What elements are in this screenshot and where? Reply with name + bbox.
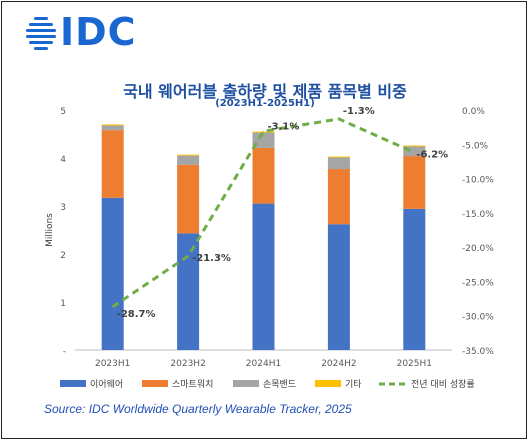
bar-segment (177, 233, 200, 350)
source-note: Source: IDC Worldwide Quarterly Wearable… (44, 402, 352, 416)
y2-tick-label: -10.0% (462, 176, 494, 186)
growth-point (187, 255, 189, 257)
growth-data-label: -28.7% (117, 309, 156, 320)
y-tick-label: 5 (60, 107, 66, 117)
legend-swatch (142, 380, 168, 387)
y-axis-title: Millions (45, 213, 55, 247)
bar-segment (252, 131, 275, 133)
y-tick-label: 3 (60, 203, 66, 213)
x-tick-label: 2024H2 (321, 359, 356, 369)
bar-segment (177, 154, 200, 156)
x-tick-label: 2024H1 (246, 359, 281, 369)
bar-segment (403, 145, 426, 147)
growth-point (413, 152, 415, 154)
legend-label: 기타 (345, 379, 362, 390)
y2-tick-label: -5.0% (462, 141, 489, 151)
bar-segment (327, 169, 350, 225)
growth-point (263, 130, 264, 132)
bar-segment (101, 130, 124, 198)
growth-point (338, 118, 340, 120)
bar-segment (327, 156, 350, 158)
bar-segment (327, 224, 350, 350)
chart-subtitle: (2023H1-2025H1) (215, 98, 315, 109)
globe-icon (26, 17, 56, 50)
bar-segment (327, 157, 350, 170)
legend-label: 이어웨어 (90, 378, 123, 390)
growth-data-label: -21.3% (192, 253, 231, 264)
bar-segment (403, 208, 426, 350)
growth-data-label: -3.1% (268, 121, 300, 132)
growth-line (111, 117, 415, 309)
legend-label: 스마트워치 (172, 378, 213, 390)
legend-swatch (60, 380, 86, 387)
bar-segment (252, 132, 275, 148)
chart-title: 국내 웨어러블 출하량 및 제품 품목별 비중 (123, 82, 407, 101)
bar-segment (403, 156, 426, 209)
y2-tick-label: -15.0% (462, 210, 494, 220)
y2-tick-label: -30.0% (462, 313, 494, 323)
y2-tick-label: -35.0% (462, 347, 494, 357)
idc-logo (26, 17, 56, 50)
x-tick-label: 2023H2 (170, 359, 205, 369)
y-tick-label: - (63, 347, 66, 357)
bar-segment (101, 124, 124, 126)
bar-segment (403, 146, 426, 157)
growth-data-label: -6.2% (416, 150, 448, 161)
bar-segment (252, 147, 275, 204)
bar-segment (101, 125, 124, 131)
legend-swatch (233, 380, 259, 387)
growth-data-label: -1.3% (343, 106, 375, 117)
y2-tick-label: 0.0% (462, 107, 485, 117)
legend-swatch (315, 380, 341, 387)
y2-tick-label: -25.0% (462, 278, 494, 288)
legend-label: 전년 대비 성장률 (411, 379, 475, 390)
x-tick-label: 2025H1 (397, 359, 432, 369)
legend-label: 손목밴드 (263, 379, 296, 390)
y-tick-label: 1 (60, 299, 66, 309)
bar-segment (101, 197, 124, 350)
growth-point (112, 306, 114, 308)
bar-segment (252, 203, 275, 350)
y2-tick-label: -20.0% (462, 244, 494, 254)
y-tick-label: 4 (60, 155, 66, 165)
bar-segment (177, 164, 200, 234)
y-tick-label: 2 (60, 251, 66, 261)
bar-segment (177, 155, 200, 165)
logo-text: IDC (60, 10, 137, 54)
x-tick-label: 2023H1 (95, 359, 130, 369)
